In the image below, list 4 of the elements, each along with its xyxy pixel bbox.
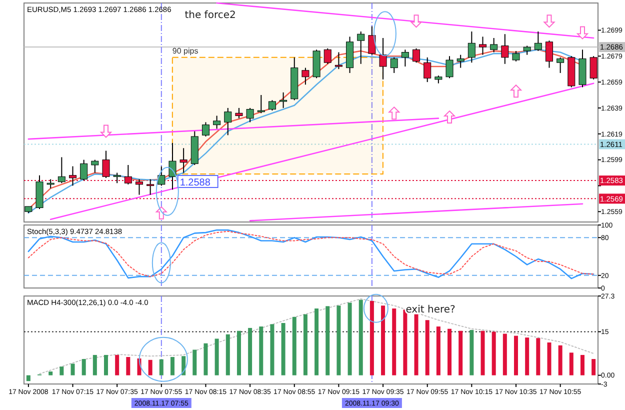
band-label: 90 pips: [172, 46, 198, 56]
annotation: exit here?: [406, 304, 456, 316]
annotation: 1.2588: [180, 177, 211, 188]
annotation: the force2: [184, 10, 236, 21]
